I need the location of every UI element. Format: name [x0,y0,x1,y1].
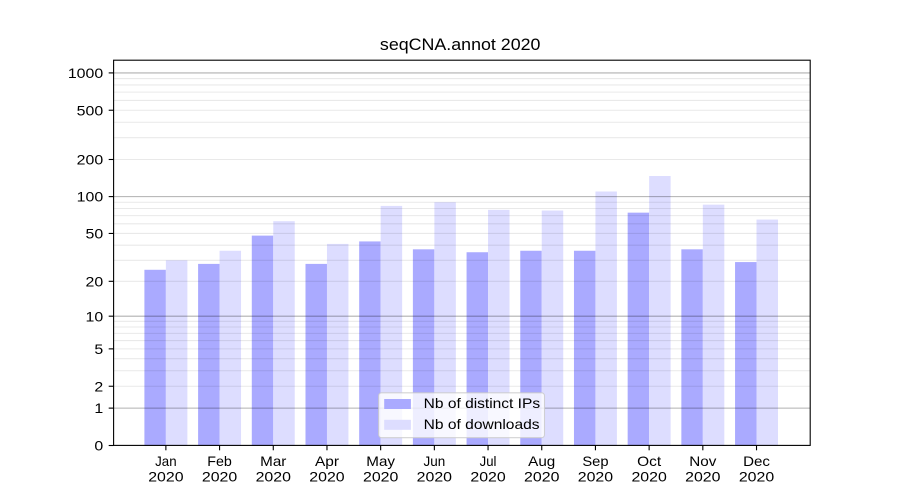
svg-text:Jun: Jun [424,453,446,469]
svg-text:10: 10 [86,308,104,324]
svg-text:2: 2 [94,378,103,394]
svg-text:Nov: Nov [689,453,716,469]
svg-text:Feb: Feb [207,453,232,469]
svg-text:2020: 2020 [739,468,775,484]
svg-text:2020: 2020 [417,468,453,484]
svg-text:May: May [366,453,395,469]
svg-text:0: 0 [94,438,103,454]
svg-text:Apr: Apr [315,453,339,469]
svg-text:2020: 2020 [148,468,184,484]
svg-text:Jul: Jul [480,453,497,469]
svg-text:1: 1 [94,400,103,416]
svg-text:Jan: Jan [155,453,176,469]
svg-text:1000: 1000 [68,65,104,81]
svg-text:Mar: Mar [260,453,287,469]
svg-text:Oct: Oct [637,453,661,469]
svg-text:100: 100 [77,189,104,205]
svg-text:500: 500 [77,102,104,118]
svg-text:Nb of distinct IPs: Nb of distinct IPs [424,395,540,411]
svg-text:200: 200 [77,152,104,168]
svg-text:20: 20 [86,273,104,289]
svg-text:Nb of downloads: Nb of downloads [424,416,540,432]
svg-text:2020: 2020 [578,468,614,484]
svg-text:2020: 2020 [363,468,399,484]
svg-text:2020: 2020 [256,468,292,484]
svg-text:Sep: Sep [582,453,608,469]
svg-text:2020: 2020 [524,468,560,484]
svg-text:5: 5 [94,341,103,357]
svg-text:Dec: Dec [743,453,770,469]
svg-text:2020: 2020 [470,468,506,484]
svg-text:2020: 2020 [202,468,238,484]
svg-text:50: 50 [86,226,104,242]
svg-text:2020: 2020 [631,468,667,484]
svg-text:Aug: Aug [528,453,555,469]
svg-text:2020: 2020 [309,468,345,484]
svg-text:seqCNA.annot 2020: seqCNA.annot 2020 [380,36,541,54]
svg-text:2020: 2020 [685,468,721,484]
